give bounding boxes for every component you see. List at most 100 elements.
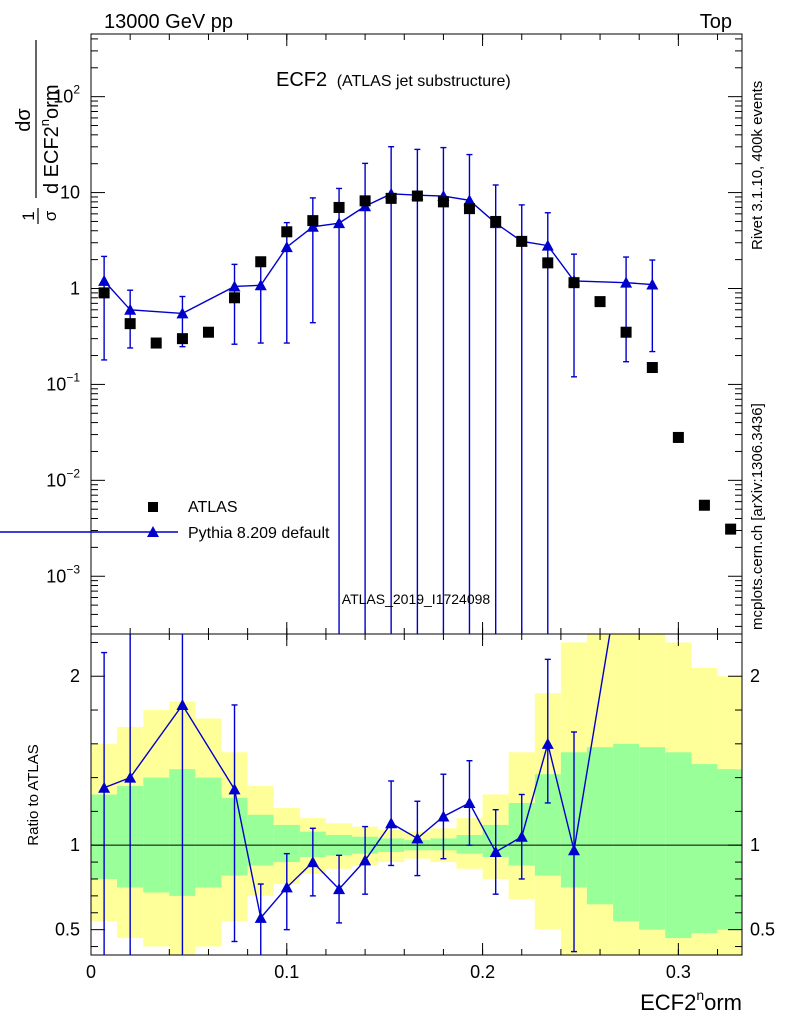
data-point	[229, 292, 241, 304]
ratio-point	[306, 856, 319, 868]
data-point	[490, 215, 502, 227]
legend-mc-marker	[147, 526, 159, 537]
x-tick-label: 0.2	[470, 962, 495, 982]
data-point	[98, 287, 110, 299]
data-point	[542, 257, 554, 269]
ratio-point	[463, 796, 476, 808]
data-series	[98, 190, 737, 535]
band-inner-bin	[586, 747, 614, 905]
data-point	[672, 431, 684, 443]
y-label-prefix-num: 1	[19, 211, 38, 220]
ratio-series	[98, 634, 611, 955]
ratio-point	[411, 832, 424, 844]
x-tick-label: 0	[86, 962, 96, 982]
y-tick-exp: −1	[66, 370, 80, 384]
plot-title-sub: (ATLAS jet substructure)	[337, 73, 511, 90]
data-point	[646, 362, 658, 374]
ratio-y-tick-label-right: 1	[750, 835, 760, 855]
ratio-y-tick-label-right: 2	[750, 666, 760, 686]
x-label-tail: orm	[704, 990, 742, 1015]
data-point	[359, 195, 371, 207]
data-point	[437, 196, 449, 208]
y-tick-base: 10	[60, 183, 80, 203]
mc-point	[646, 278, 659, 290]
data-point	[594, 296, 606, 308]
band-inner-bin	[247, 814, 274, 866]
y-axis-label: 1 σ dσ d ECF2norm	[13, 40, 63, 224]
mc-point	[541, 239, 554, 251]
legend-data-label: ATLAS	[188, 499, 238, 516]
ratio-point	[254, 911, 267, 923]
ratio-point	[124, 771, 137, 783]
mc-point	[98, 274, 111, 286]
legend-data-marker	[148, 502, 158, 512]
y-tick-exp: −3	[66, 562, 80, 576]
ratio-point	[541, 737, 554, 749]
ratio-point	[385, 817, 398, 829]
y-tick-label: 1	[70, 278, 80, 298]
y-tick-label: 10	[60, 183, 80, 203]
analysis-id: ATLAS_2019_I1724098	[342, 591, 491, 607]
ratio-point	[515, 830, 528, 842]
mcplots-label: mcplots.cern.ch [arXiv:1306.3436]	[749, 403, 766, 630]
mc-point	[254, 279, 267, 291]
data-point	[463, 203, 475, 215]
ratio-y-tick-label-left: 1	[70, 835, 80, 855]
band-inner-bin	[143, 777, 170, 893]
data-point	[516, 235, 528, 247]
data-point	[698, 499, 710, 511]
y-tick-label: 10−2	[46, 466, 80, 490]
data-point	[255, 256, 267, 268]
band-inner-bin	[195, 777, 222, 888]
data-point	[307, 215, 319, 227]
mc-point	[280, 241, 293, 253]
ratio-line	[103, 634, 611, 920]
ratio-point	[228, 783, 241, 795]
data-point	[385, 192, 397, 204]
y-label-prefix-den: σ	[41, 210, 60, 221]
mc-line	[103, 193, 653, 315]
y-tick-exp: 2	[73, 83, 80, 97]
mc-point	[176, 307, 189, 319]
ratio-point	[489, 845, 502, 857]
data-point	[124, 318, 136, 330]
data-point	[568, 277, 580, 289]
data-point	[411, 190, 423, 202]
band-inner-bin	[613, 743, 640, 922]
ratio-point	[333, 883, 346, 895]
mc-point	[333, 217, 346, 229]
ratio-y-tick-label-left: 0.5	[55, 920, 80, 940]
ratio-point	[359, 854, 372, 866]
x-tick-label: 0.1	[274, 962, 299, 982]
y-label-den-tail: orm	[41, 85, 63, 119]
ratio-axis-label: Ratio to ATLAS	[25, 744, 42, 845]
ratio-y-tick-label-right: 0.5	[750, 920, 775, 940]
y-label-den-sup: n	[37, 119, 52, 126]
plot-title: ECF2 (ATLAS jet substructure)	[276, 69, 511, 91]
ratio-y-tick-label-left: 2	[70, 666, 80, 686]
ratio-point	[437, 810, 450, 822]
y-tick-base: 10	[46, 470, 66, 490]
legend-mc-label: Pythia 8.209 default	[188, 525, 330, 542]
mc-point	[124, 303, 137, 315]
ratio-point	[568, 844, 581, 856]
band-inner-bin	[691, 764, 718, 934]
x-label-base: ECF2	[640, 990, 696, 1015]
y-tick-base: 10	[46, 374, 66, 394]
mc-series	[98, 146, 659, 634]
band-inner-bin	[639, 747, 666, 930]
y-tick-base: 10	[53, 87, 73, 107]
data-point	[202, 326, 214, 338]
ratio-uncertainty-bands	[91, 634, 742, 955]
y-tick-base: 1	[70, 278, 80, 298]
ratio-point	[98, 781, 111, 793]
y-tick-label: 10−1	[46, 370, 80, 394]
y-tick-label: 102	[53, 83, 80, 107]
header-left: 13000 GeV pp	[104, 11, 233, 33]
data-point	[176, 333, 188, 345]
y-tick-label: 10−3	[46, 562, 80, 586]
y-label-den: d ECF2norm	[37, 85, 63, 195]
band-inner-bin	[717, 769, 742, 930]
